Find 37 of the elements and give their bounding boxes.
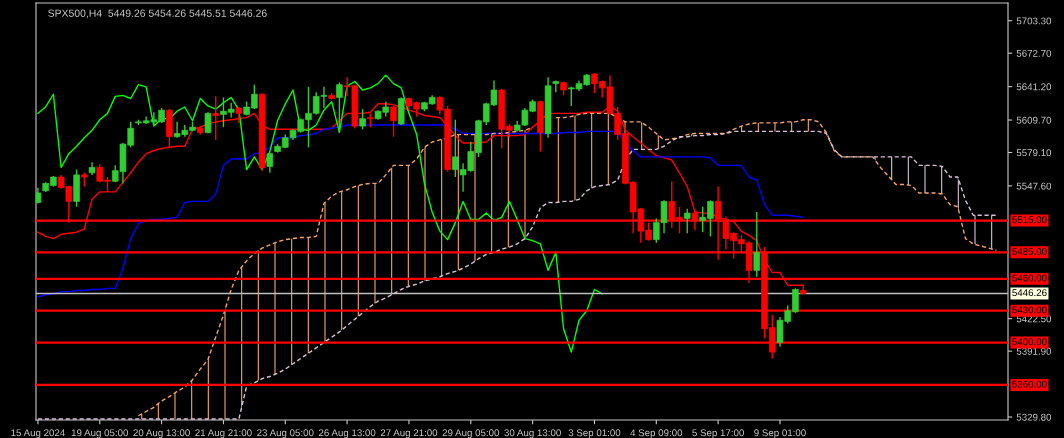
x-tick-label: 15 Aug 2024 bbox=[11, 429, 65, 438]
ref-line-label: 5446.26 bbox=[1012, 289, 1047, 297]
x-tick-label: 4 Sep 09:00 bbox=[630, 429, 683, 438]
y-tick-label: 5703.30 bbox=[1016, 17, 1052, 25]
x-tick-label: 19 Aug 05:00 bbox=[71, 429, 129, 438]
y-tick-label: 5672.70 bbox=[1016, 49, 1052, 57]
x-tick-label: 26 Aug 13:00 bbox=[318, 429, 376, 438]
y-tick-label: 5579.10 bbox=[1016, 149, 1052, 157]
y-tick-label: 5391.90 bbox=[1016, 347, 1052, 355]
text: SPX500,H4 5449.26 5454.26 5445.51 5446.26 bbox=[48, 9, 267, 19]
y-tick-label: 5547.60 bbox=[1016, 182, 1052, 190]
ref-line-label: 5485.00 bbox=[1012, 248, 1047, 255]
x-tick-label: 3 Sep 01:00 bbox=[568, 429, 621, 438]
candlestick bbox=[359, 108, 366, 130]
x-tick-label: 29 Aug 05:00 bbox=[442, 429, 500, 438]
x-tick-label: 21 Aug 21:00 bbox=[195, 429, 252, 438]
x-tick-label: 20 Aug 13:00 bbox=[133, 429, 190, 438]
x-tick-label: 30 Aug 13:00 bbox=[504, 429, 561, 438]
candlestick bbox=[336, 81, 343, 134]
ref-line-label: 5515.00 bbox=[1012, 216, 1047, 224]
candlestick bbox=[683, 208, 691, 234]
candlestick bbox=[204, 111, 212, 135]
ref-line-label: 5360.00 bbox=[1012, 380, 1047, 388]
candlestick bbox=[753, 211, 761, 278]
x-tick-label: 9 Sep 01:00 bbox=[754, 429, 806, 438]
line-series bbox=[37, 74, 603, 353]
x-tick-label: 5 Sep 17:00 bbox=[692, 429, 744, 438]
x-tick-label: 23 Aug 05:00 bbox=[257, 429, 314, 438]
y-tick-label: 5609.70 bbox=[1016, 116, 1052, 124]
x-tick-label: 27 Aug 21:00 bbox=[380, 429, 438, 438]
y-tick-label: 5329.80 bbox=[1016, 413, 1052, 421]
ref-line-label: 5460.00 bbox=[1012, 274, 1047, 282]
y-tick-label: 5641.20 bbox=[1016, 83, 1052, 91]
ref-line-label: 5400.00 bbox=[1012, 338, 1047, 346]
line-series bbox=[37, 130, 998, 420]
ref-line-label: 5430.00 bbox=[1012, 306, 1047, 314]
candlestick bbox=[552, 79, 560, 93]
